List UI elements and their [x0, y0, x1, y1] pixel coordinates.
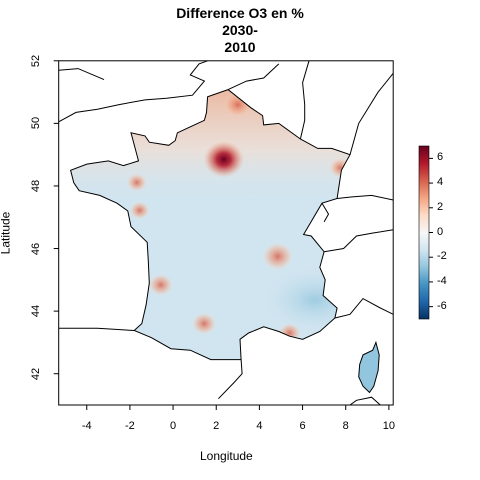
title-line-2: 2030-	[222, 22, 258, 38]
colorbar-tick-label: 0	[437, 225, 444, 238]
colorbar-tick-label: -6	[437, 299, 447, 312]
x-tick-label: 8	[342, 420, 349, 432]
x-tick-label: -4	[81, 420, 92, 432]
y-axis-label: Latitude	[0, 211, 13, 255]
x-tick-label: -2	[125, 420, 135, 432]
sardinia-coast	[349, 396, 381, 406]
plot-frame	[58, 60, 394, 406]
field-layer	[70, 89, 350, 360]
x-tick-label: 4	[256, 420, 263, 432]
x-axis-label: Longitude	[200, 449, 253, 463]
italy-coast	[334, 297, 394, 319]
hotspot-rennes	[126, 173, 148, 192]
y-tick-label: 42	[30, 367, 43, 380]
y-axis-ticks	[53, 60, 59, 375]
hotspot-nantes	[129, 201, 151, 220]
x-tick-label: 0	[170, 420, 177, 432]
x-tick-label: 10	[382, 420, 395, 432]
colorbar-ticks	[429, 157, 433, 308]
title-line-3: 2010	[224, 39, 256, 55]
title-line-1: Difference O3 en %	[176, 5, 304, 21]
spain-coast	[58, 327, 243, 400]
colorbar-tick-label: 6	[437, 151, 444, 164]
colorbar-tick-label: 4	[437, 176, 444, 189]
y-tick-label: 46	[30, 242, 43, 255]
y-tick-label: 48	[30, 179, 43, 193]
y-tick-label: 52	[30, 54, 43, 67]
hotspot-bordeaux	[148, 273, 174, 297]
corsica-island	[358, 340, 380, 394]
y-tick-label: 50	[30, 117, 43, 130]
france-border	[70, 89, 351, 361]
x-tick-label: 6	[299, 420, 306, 432]
field-south-east-cool	[260, 265, 350, 335]
y-tick-label: 44	[30, 305, 43, 318]
x-axis-ticks	[86, 405, 390, 410]
hotspot-lyon	[261, 242, 294, 271]
hotspot-nord	[223, 91, 253, 118]
colorbar-tick-label: 2	[437, 200, 444, 213]
hotspot-paris-region	[203, 141, 245, 178]
colorbar-tick-label: -4	[437, 274, 447, 287]
uk-coast	[58, 60, 208, 123]
x-tick-label: 2	[213, 420, 220, 432]
hotspot-toulouse	[191, 312, 217, 335]
neighbour-borders	[227, 60, 394, 253]
colorbar-tick-label: -2	[437, 250, 447, 263]
colorbar-gradient	[418, 145, 430, 320]
